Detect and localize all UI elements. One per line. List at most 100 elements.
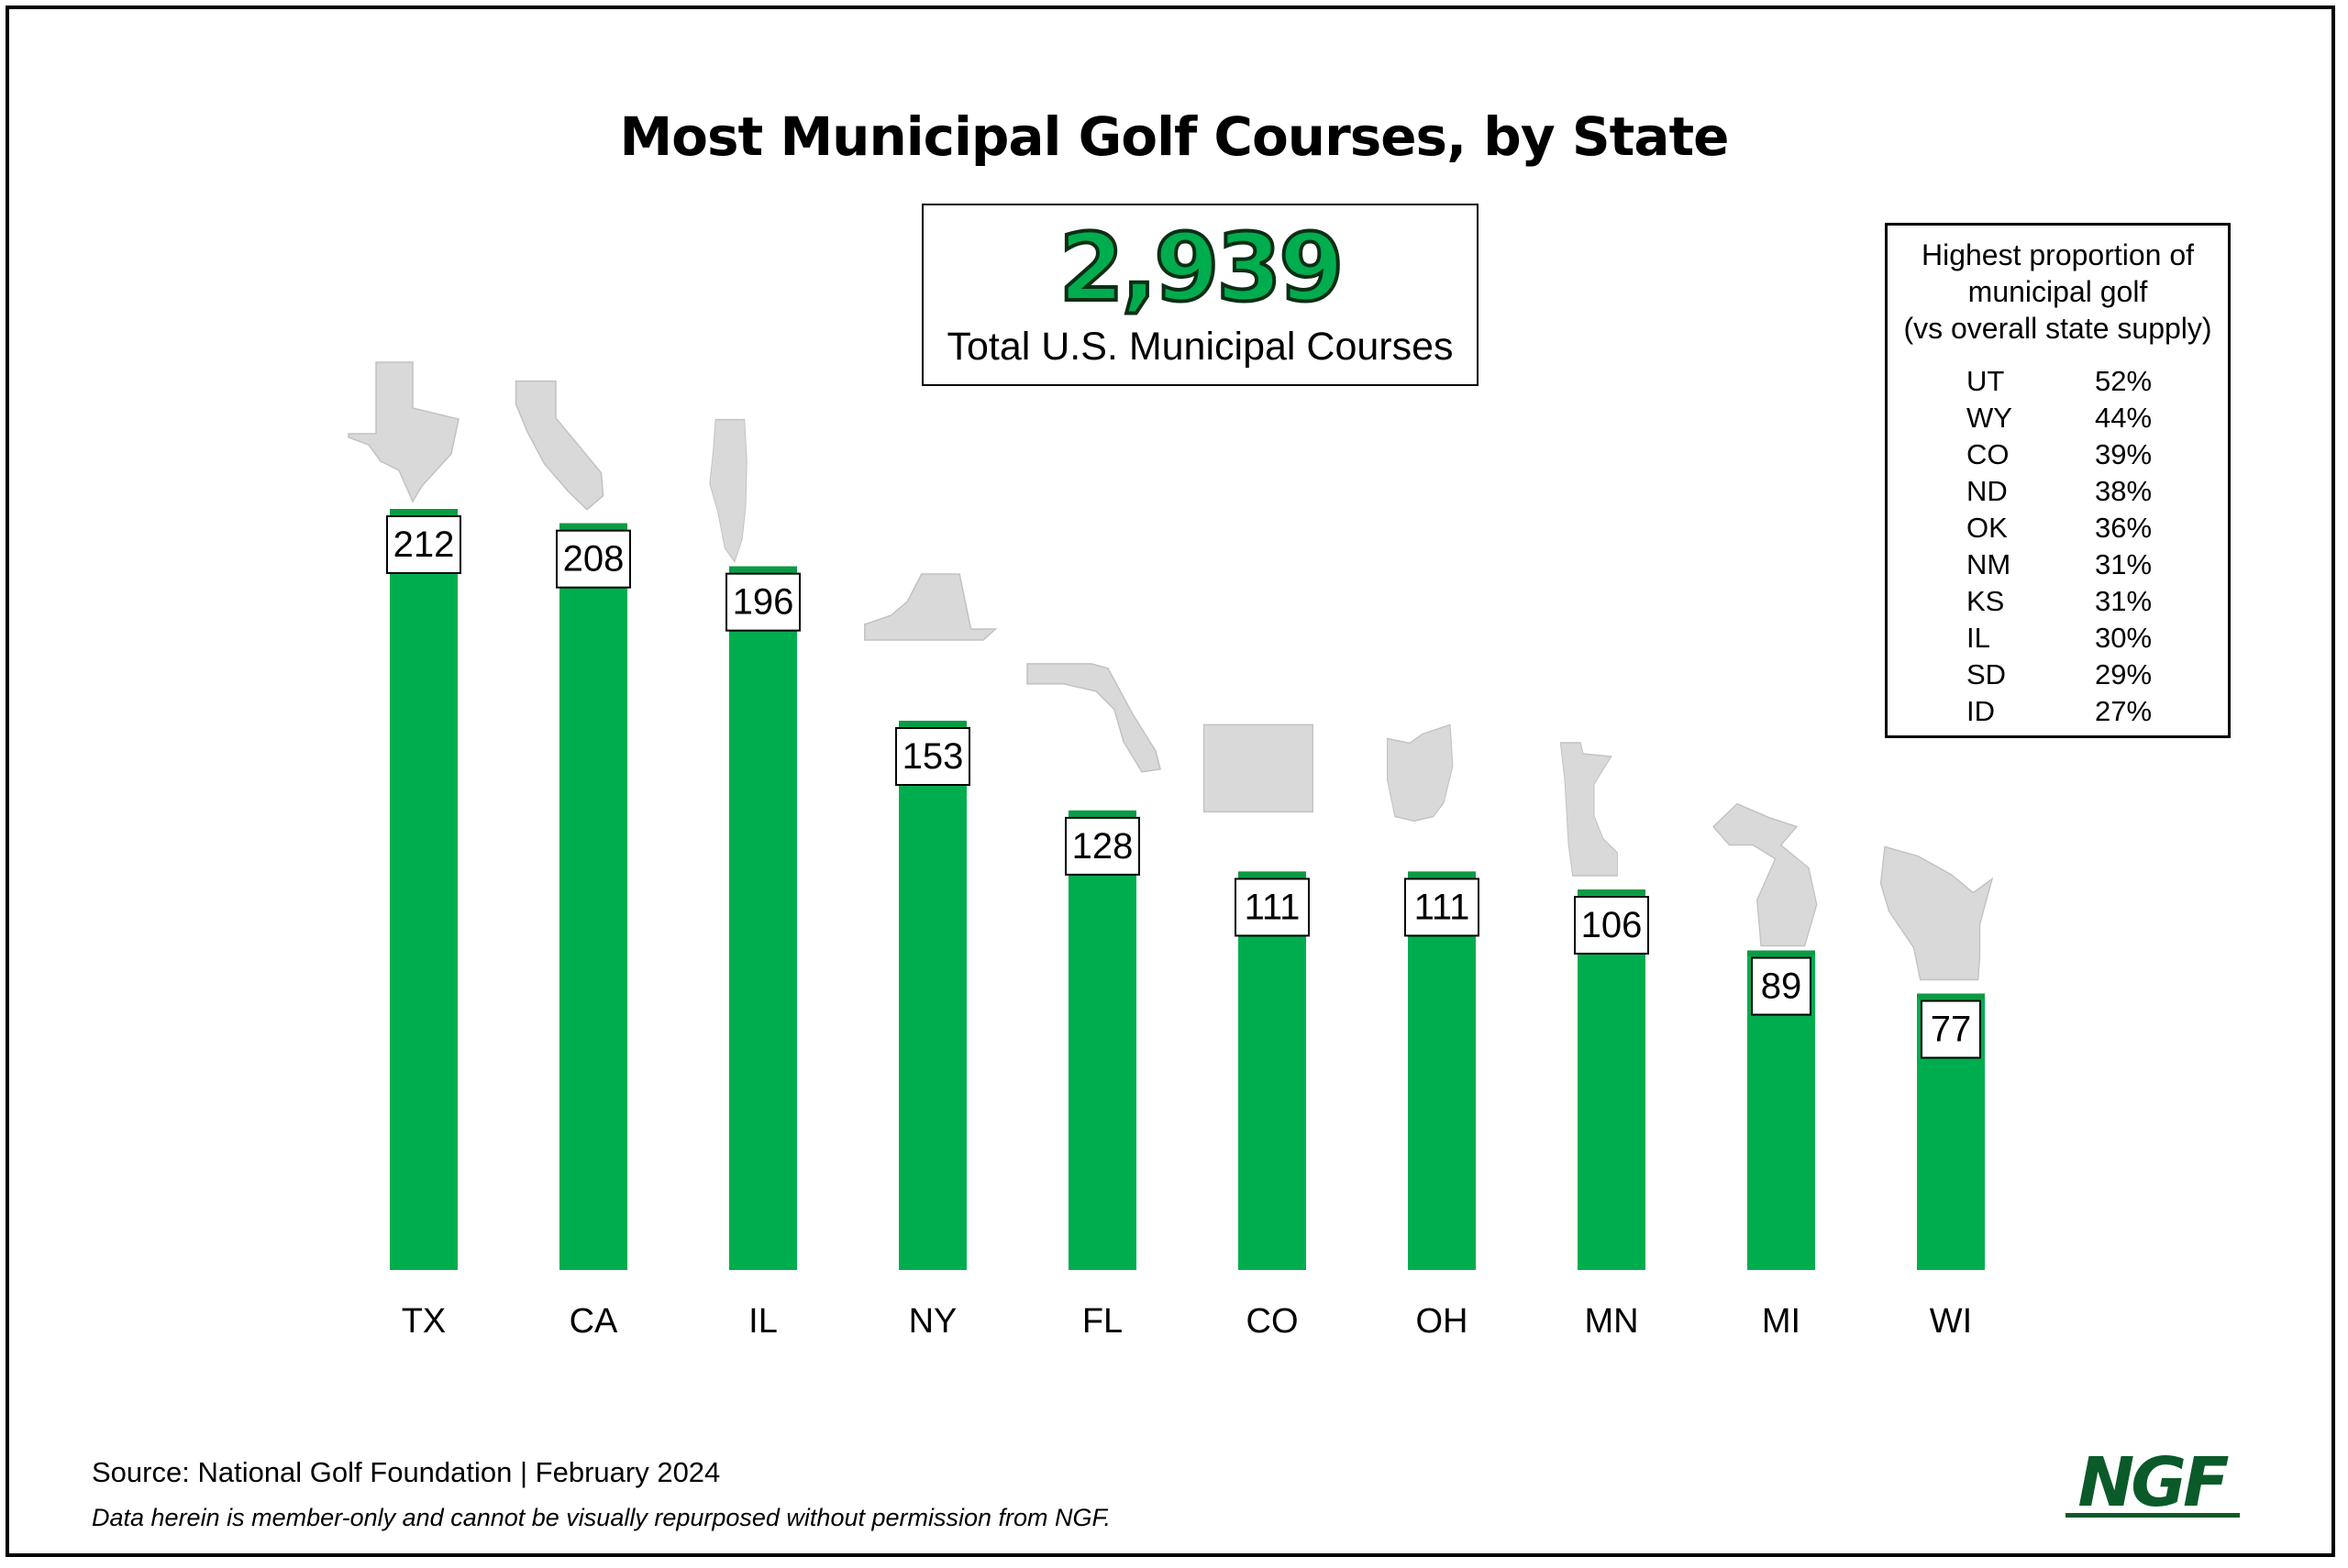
x-tick-label: MN	[1584, 1302, 1638, 1341]
data-label: 212	[393, 525, 455, 565]
chart-frame	[6, 6, 2335, 1557]
wisconsin-shape-icon	[1879, 845, 1994, 981]
proportion-row: ID 27%	[1888, 693, 2228, 730]
data-label: 196	[733, 582, 794, 623]
ngf-logo-text: NGF	[2077, 1443, 2229, 1522]
bar-ny	[899, 720, 967, 1270]
bar-oh	[1408, 871, 1476, 1270]
source-text: Source: National Golf Foundation | Febru…	[92, 1456, 721, 1488]
proportion-percent: 52%	[2095, 365, 2153, 397]
proportion-state: WY	[1966, 402, 2012, 434]
chart-title: Most Municipal Golf Courses, by State	[619, 105, 1729, 168]
proportion-state: UT	[1966, 365, 2005, 397]
california-shape-icon	[515, 380, 604, 511]
total-courses-label: Total U.S. Municipal Courses	[947, 325, 1454, 369]
bar-il	[729, 566, 797, 1270]
bar-fl	[1069, 810, 1136, 1270]
new-york-shape-icon	[864, 573, 998, 641]
proportion-percent: 30%	[2095, 622, 2153, 654]
data-label-box	[895, 726, 970, 786]
total-courses-value: 2,939	[1058, 213, 1346, 325]
data-label-box	[1751, 956, 1811, 1016]
data-label: 111	[1414, 887, 1470, 927]
bar-chart: 212 TX 208 CA 196 IL 153 NY 128 FL 111 CO 111 OH 106 MN…	[348, 361, 1994, 1341]
proportion-state: NM	[1966, 548, 2011, 580]
proportion-title-line: municipal golf	[1967, 275, 2148, 308]
x-tick-label: IL	[748, 1302, 778, 1341]
data-label: 153	[903, 736, 964, 777]
proportion-state: OK	[1966, 512, 2008, 544]
x-tick-label: TX	[402, 1302, 447, 1341]
proportion-table-title: Highest proportion of municipal golf (vs…	[1888, 237, 2228, 347]
proportion-percent: 29%	[2095, 658, 2153, 690]
bar-cap	[1238, 871, 1306, 878]
data-label: 111	[1245, 887, 1301, 927]
x-tick-label: MI	[1762, 1302, 1800, 1341]
x-tick-label: CO	[1246, 1302, 1299, 1341]
illinois-shape-icon	[709, 418, 748, 563]
data-label: 128	[1072, 826, 1134, 867]
bar-cap	[390, 509, 458, 514]
proportion-percent: 44%	[2095, 402, 2153, 434]
proportion-percent: 39%	[2095, 438, 2153, 470]
bar-cap	[1069, 810, 1136, 816]
ohio-shape-icon	[1386, 723, 1454, 823]
florida-shape-icon	[1026, 663, 1161, 773]
bar-cap	[729, 566, 797, 572]
proportion-percent: 38%	[2095, 475, 2153, 507]
proportion-title-line: (vs overall state supply)	[1903, 312, 2212, 345]
proportion-state: ND	[1966, 475, 2008, 507]
proportion-row: OK 36%	[1888, 510, 2228, 547]
proportion-percent: 31%	[2095, 548, 2153, 580]
data-label-box	[386, 515, 461, 574]
proportion-state: SD	[1966, 658, 2007, 690]
bar-cap	[1578, 889, 1645, 895]
proportion-percent: 27%	[2095, 695, 2153, 727]
proportion-row: CO 39%	[1888, 436, 2228, 473]
proportion-table: Highest proportion of municipal golf (vs…	[1885, 223, 2231, 738]
michigan-shape-icon	[1712, 802, 1818, 947]
proportion-state: KS	[1966, 585, 2005, 617]
proportion-state: IL	[1966, 622, 1990, 654]
ngf-logo: NGF	[2066, 1443, 2240, 1522]
bar-cap	[559, 523, 627, 529]
data-label-box	[1065, 816, 1140, 876]
minnesota-shape-icon	[1559, 742, 1618, 877]
data-label: 77	[1931, 1010, 1972, 1050]
bar-cap	[1408, 871, 1476, 878]
data-label-box	[725, 572, 801, 632]
data-label-box	[1574, 896, 1649, 955]
proportion-row: KS 31%	[1888, 583, 2228, 620]
data-label-box	[1921, 999, 1981, 1059]
bar-cap	[1747, 950, 1815, 956]
bar-co	[1238, 871, 1306, 1270]
proportion-state: ID	[1966, 695, 1995, 727]
proportion-state: CO	[1966, 438, 2010, 470]
texas-shape-icon	[348, 361, 460, 503]
disclaimer-text: Data herein is member-only and cannot be…	[92, 1504, 1112, 1531]
x-tick-label: WI	[1930, 1302, 1972, 1341]
data-label: 89	[1761, 966, 1802, 1007]
colorado-shape-icon	[1202, 723, 1313, 813]
x-tick-label: CA	[570, 1302, 618, 1341]
x-tick-label: NY	[909, 1302, 958, 1341]
data-label-box	[1404, 878, 1479, 937]
x-tick-label: FL	[1082, 1302, 1123, 1341]
proportion-row: WY 44%	[1888, 400, 2228, 436]
proportion-row: SD 29%	[1888, 657, 2228, 693]
proportion-row: UT 52%	[1888, 363, 2228, 400]
bar-cap	[1917, 993, 1985, 999]
proportion-row: IL 30%	[1888, 620, 2228, 657]
ngf-logo-underline	[2066, 1513, 2240, 1518]
proportion-row: ND 38%	[1888, 473, 2228, 510]
proportion-percent: 31%	[2095, 585, 2153, 617]
bar-cap	[899, 720, 967, 726]
data-label-box	[556, 529, 631, 589]
total-courses-box: 2,939 Total U.S. Municipal Courses	[922, 204, 1479, 386]
x-tick-label: OH	[1416, 1302, 1468, 1341]
bar-ca	[559, 523, 627, 1270]
proportion-percent: 36%	[2095, 512, 2153, 544]
proportion-title-line: Highest proportion of	[1921, 238, 2195, 271]
bar-tx	[390, 509, 458, 1270]
data-label: 208	[563, 539, 625, 580]
